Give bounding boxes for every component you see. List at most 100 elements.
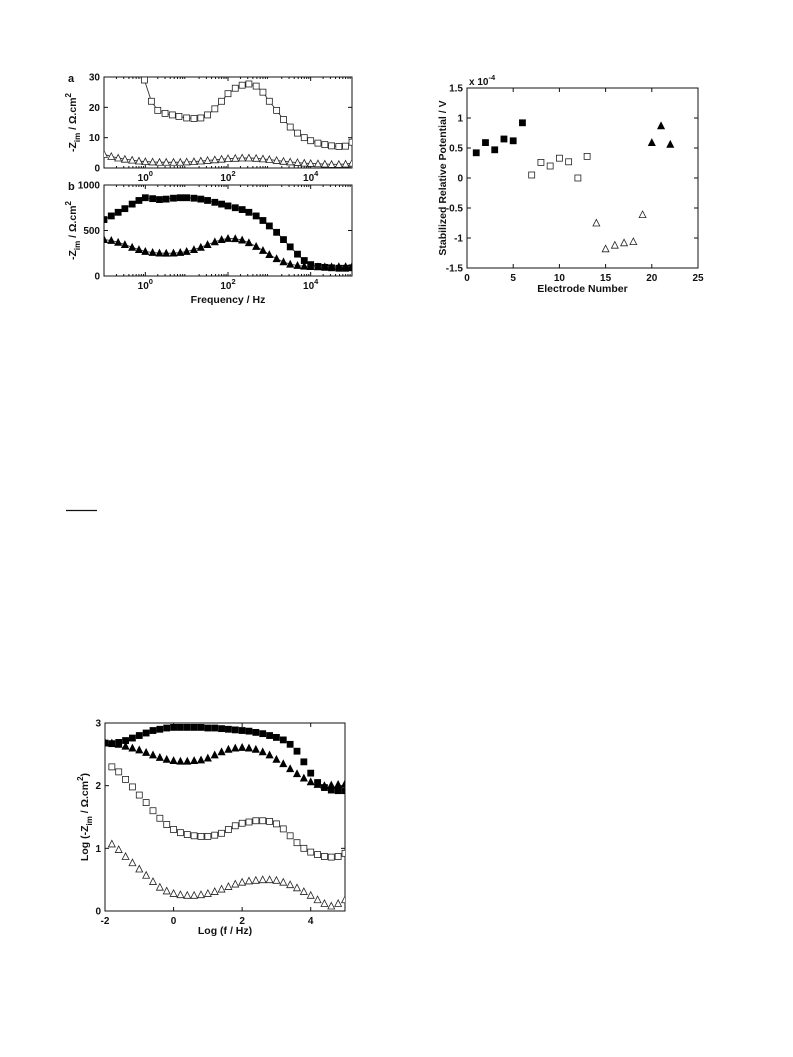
- data-point-open-triangle: [610, 240, 619, 249]
- y-axis-label-part: 2: [64, 92, 73, 97]
- plot-frame-c: [466, 87, 699, 269]
- y-tick-label: 10: [89, 133, 101, 144]
- data-point-filled-triangle: [292, 769, 302, 778]
- data-point-open-triangle: [223, 154, 233, 162]
- x-tick-label: 0: [464, 273, 470, 284]
- data-point-open-triangle: [340, 895, 345, 904]
- data-point-filled-square: [129, 734, 136, 742]
- x-axis-label: Electrode Number: [537, 283, 627, 295]
- data-point-filled-square: [238, 206, 246, 213]
- data-point-open-square: [129, 783, 136, 791]
- data-point-filled-square: [259, 730, 267, 738]
- data-point-open-triangle: [107, 151, 116, 160]
- data-point-open-square: [149, 807, 157, 815]
- data-point-filled-triangle: [120, 240, 129, 249]
- data-point-open-square: [314, 139, 322, 147]
- x-tick-base: 10: [138, 281, 150, 292]
- data-point-open-square: [231, 822, 239, 830]
- data-point-open-square: [218, 829, 225, 837]
- data-point-open-triangle: [334, 899, 343, 907]
- data-point-open-triangle: [334, 159, 343, 168]
- data-point-open-triangle: [313, 159, 323, 168]
- data-point-open-square: [141, 77, 148, 84]
- data-point-filled-triangle: [293, 261, 302, 269]
- data-point-filled-triangle: [223, 234, 233, 242]
- x-tick-base: 10: [220, 173, 232, 184]
- data-point-filled-square: [334, 787, 342, 795]
- x-tick-label: 102: [220, 169, 235, 184]
- data-point-open-triangle: [265, 875, 274, 884]
- data-point-open-triangle: [601, 244, 610, 253]
- y-axis-label-part: / Ω.cm: [67, 205, 79, 240]
- data-point-open-square: [342, 142, 349, 150]
- data-point-filled-triangle: [251, 744, 260, 753]
- data-point-open-triangle: [196, 890, 206, 899]
- data-point-filled-square: [176, 194, 184, 202]
- data-point-open-square: [177, 829, 184, 837]
- data-point-open-triangle: [190, 890, 199, 899]
- data-point-open-triangle: [244, 876, 254, 885]
- y-tick-label: 20: [89, 103, 101, 114]
- data-point-filled-square: [472, 149, 480, 157]
- data-point-open-square: [225, 826, 232, 833]
- data-point-open-square: [252, 82, 260, 90]
- data-point-filled-triangle: [210, 750, 219, 759]
- data-point-filled-triangle: [334, 779, 343, 788]
- data-point-open-square: [204, 833, 212, 840]
- data-point-open-triangle: [292, 883, 302, 892]
- data-point-filled-square: [273, 734, 280, 741]
- data-point-open-square: [341, 849, 345, 857]
- data-point-filled-triangle: [279, 257, 288, 266]
- data-point-filled-triangle: [128, 743, 137, 752]
- data-point-open-square: [161, 110, 169, 117]
- data-point-filled-square: [211, 724, 219, 732]
- data-point-filled-square: [245, 727, 253, 735]
- data-point-open-square: [238, 81, 246, 89]
- data-point-open-triangle: [341, 159, 350, 168]
- data-point-filled-triangle: [320, 262, 329, 271]
- data-point-open-square: [273, 820, 280, 828]
- data-point-filled-triangle: [244, 238, 253, 247]
- data-point-filled-triangle: [105, 737, 110, 746]
- data-point-open-square: [556, 154, 563, 162]
- y-tick-label: -0.5: [446, 204, 464, 215]
- data-point-open-square: [348, 138, 352, 146]
- panel-label: b: [68, 181, 75, 193]
- data-point-filled-square: [300, 758, 308, 766]
- x-axis-label: Frequency / Hz: [191, 294, 266, 306]
- data-point-open-triangle: [134, 156, 143, 165]
- data-point-open-triangle: [121, 852, 130, 860]
- data-point-open-triangle: [327, 159, 336, 168]
- data-point-filled-triangle: [189, 245, 199, 254]
- data-point-filled-triangle: [238, 742, 247, 751]
- data-point-open-triangle: [155, 882, 164, 891]
- x-tick-exponent: 2: [231, 169, 235, 178]
- data-point-open-triangle: [272, 875, 281, 884]
- data-point-open-triangle: [252, 153, 261, 162]
- data-point-open-triangle: [203, 888, 212, 897]
- y-axis-label-part: 2: [64, 200, 73, 205]
- data-point-filled-square: [114, 208, 122, 216]
- data-point-open-square: [154, 106, 162, 114]
- data-point-open-triangle: [217, 884, 226, 893]
- data-point-open-triangle: [182, 157, 191, 166]
- data-point-open-triangle: [169, 157, 178, 166]
- data-point-open-triangle: [306, 158, 315, 167]
- data-point-open-square: [565, 158, 573, 166]
- y-axis-label-part: im: [73, 241, 82, 250]
- data-point-filled-square: [204, 724, 212, 732]
- data-point-open-triangle: [114, 845, 123, 853]
- data-point-filled-square: [341, 787, 345, 795]
- data-point-open-square: [280, 116, 287, 123]
- data-point-open-square: [286, 832, 294, 840]
- y-axis-label-part: 2: [76, 776, 85, 781]
- data-point-filled-square: [190, 194, 198, 202]
- data-point-open-triangle: [148, 157, 157, 166]
- data-point-open-triangle: [162, 157, 171, 166]
- data-point-open-triangle: [176, 157, 185, 166]
- data-point-open-square: [314, 851, 321, 858]
- data-point-filled-triangle: [327, 780, 336, 789]
- data-point-filled-triangle: [286, 764, 295, 773]
- data-point-filled-triangle: [155, 248, 164, 257]
